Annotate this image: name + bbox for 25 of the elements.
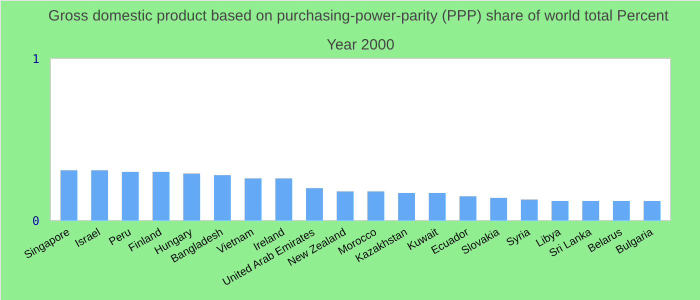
bar: [152, 172, 170, 220]
bar: [582, 201, 600, 220]
bar: [398, 192, 415, 220]
bar: [60, 170, 78, 220]
bar: [244, 178, 262, 220]
bar: [367, 191, 384, 220]
bar: [428, 192, 446, 220]
bar: [275, 178, 292, 220]
x-tick-label: Syria: [504, 226, 534, 250]
bar: [644, 201, 661, 220]
bar: [183, 174, 200, 220]
bar: [214, 175, 231, 220]
bar: [91, 170, 108, 220]
chart-subtitle: Year 2000: [326, 36, 394, 54]
bar: [520, 199, 538, 220]
bar: [459, 196, 476, 220]
y-tick-label: 0: [32, 214, 40, 228]
bar: [306, 188, 323, 220]
bar: [336, 191, 354, 220]
bar: [552, 201, 568, 220]
y-tick-label: 1: [32, 52, 40, 66]
bar: [490, 198, 508, 220]
bar: [122, 172, 139, 220]
chart-title: Gross domestic product based on purchasing-power-parity (PPP) share of world total Percent: [48, 8, 670, 24]
bar: [612, 201, 630, 220]
